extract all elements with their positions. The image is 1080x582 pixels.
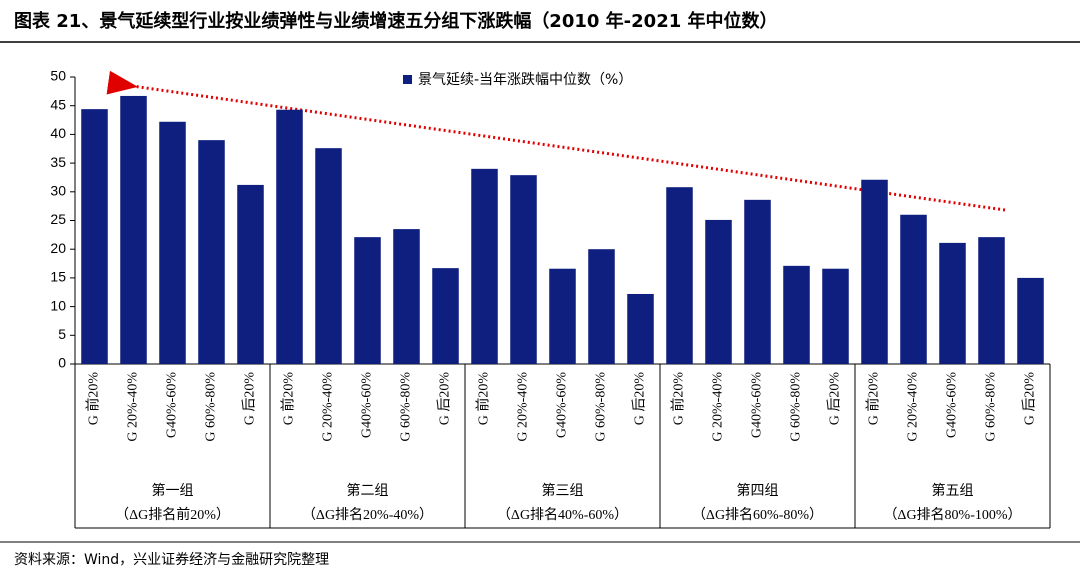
x-tick-label: G 20%-40% bbox=[516, 372, 531, 442]
x-tick-label: G 后20% bbox=[437, 372, 453, 426]
x-tick-label: G 60%-80% bbox=[399, 372, 414, 442]
bar bbox=[471, 168, 498, 364]
x-tick-label: G 60%-80% bbox=[984, 372, 999, 442]
source: 资料来源：Wind，兴业证券经济与金融研究院整理 bbox=[14, 552, 329, 568]
bar bbox=[276, 109, 303, 364]
x-tick-label: G 前20% bbox=[475, 372, 492, 426]
bar bbox=[900, 214, 927, 364]
bar bbox=[510, 175, 537, 364]
group-subtitle: （ΔG排名80%-100%） bbox=[883, 507, 1021, 523]
group-name: 第一组 bbox=[152, 482, 194, 499]
y-tick-label: 20 bbox=[50, 240, 66, 256]
x-tick-label: G 60%-80% bbox=[594, 372, 609, 442]
group-name: 第四组 bbox=[737, 482, 779, 499]
y-tick-label: 25 bbox=[50, 211, 66, 227]
legend-label: 景气延续-当年涨跌幅中位数（%） bbox=[418, 71, 632, 88]
y-tick-label: 45 bbox=[50, 96, 66, 112]
bar bbox=[627, 293, 654, 364]
y-tick-label: 40 bbox=[50, 125, 66, 141]
bar bbox=[588, 249, 615, 364]
bar bbox=[315, 148, 342, 364]
x-tick-label: G 前20% bbox=[280, 372, 297, 426]
y-tick-label: 0 bbox=[58, 355, 66, 371]
bar bbox=[666, 187, 693, 364]
group-name: 第五组 bbox=[932, 482, 974, 499]
bar bbox=[198, 140, 225, 364]
x-tick-label: G 20%-40% bbox=[906, 372, 921, 442]
group-subtitle: （ΔG排名前20%） bbox=[115, 506, 230, 523]
bar bbox=[81, 109, 108, 364]
x-tick-label: G 后20% bbox=[632, 372, 648, 426]
bar bbox=[393, 229, 420, 364]
trend-arrow bbox=[106, 70, 1006, 212]
y-tick-label: 15 bbox=[50, 269, 66, 285]
group-name: 第二组 bbox=[347, 482, 389, 499]
x-tick-label: G 后20% bbox=[1022, 372, 1038, 426]
y-tick-label: 30 bbox=[50, 183, 66, 199]
bar bbox=[237, 184, 264, 364]
x-tick-label: G 后20% bbox=[827, 372, 843, 426]
bar bbox=[354, 237, 381, 364]
bar bbox=[705, 219, 732, 364]
bar bbox=[939, 242, 966, 364]
bar bbox=[822, 268, 849, 364]
y-tick-label: 5 bbox=[58, 326, 66, 342]
group-subtitle: （ΔG排名40%-60%） bbox=[497, 507, 628, 523]
group-name: 第三组 bbox=[542, 482, 584, 499]
bar bbox=[120, 95, 147, 364]
group-subtitle: （ΔG排名20%-40%） bbox=[302, 507, 433, 523]
x-tick-label: G 60%-80% bbox=[204, 372, 219, 442]
bar bbox=[783, 265, 810, 364]
x-tick-label: G40%-60% bbox=[360, 372, 375, 438]
x-tick-label: G40%-60% bbox=[750, 372, 765, 438]
bar bbox=[549, 268, 576, 364]
x-tick-label: G40%-60% bbox=[945, 372, 960, 438]
x-tick-label: G 前20% bbox=[85, 372, 102, 426]
x-tick-label: G 后20% bbox=[242, 372, 258, 426]
legend-swatch bbox=[403, 75, 412, 84]
x-tick-label: G 20%-40% bbox=[711, 372, 726, 442]
y-tick-label: 10 bbox=[50, 297, 66, 313]
x-tick-label: G 20%-40% bbox=[126, 372, 141, 442]
x-tick-label: G 60%-80% bbox=[789, 372, 804, 442]
x-tick-label: G 前20% bbox=[670, 372, 687, 426]
bar bbox=[432, 268, 459, 364]
x-tick-label: G 20%-40% bbox=[321, 372, 336, 442]
y-tick-label: 50 bbox=[50, 68, 66, 84]
y-tick-label: 35 bbox=[50, 154, 66, 170]
bar bbox=[1017, 277, 1044, 364]
chart-title: 图表 21、景气延续型行业按业绩弹性与业绩增速五分组下涨跌幅（2010 年-20… bbox=[14, 10, 778, 32]
x-tick-label: G40%-60% bbox=[555, 372, 570, 438]
bar bbox=[159, 121, 186, 364]
bar bbox=[744, 199, 771, 364]
x-tick-label: G 前20% bbox=[865, 372, 882, 426]
bar bbox=[861, 179, 888, 364]
x-tick-label: G40%-60% bbox=[165, 372, 180, 438]
group-subtitle: （ΔG排名60%-80%） bbox=[692, 507, 823, 523]
bar bbox=[978, 237, 1005, 364]
